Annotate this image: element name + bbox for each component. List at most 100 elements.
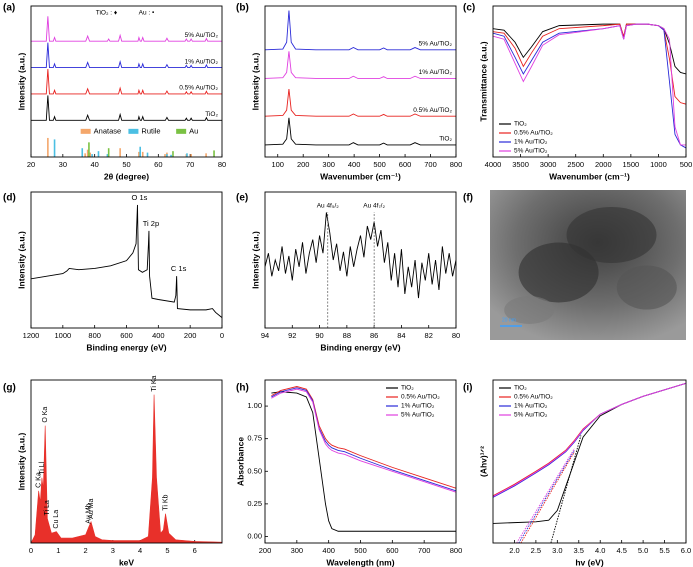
x-tick-label: 200: [297, 160, 310, 169]
plot-frame: [264, 191, 457, 329]
series-line: [271, 386, 456, 489]
plot-frame: [30, 5, 223, 158]
legend-label: 1% Au/TiO₂: [514, 139, 548, 146]
x-tick-label: 4.5: [616, 546, 626, 555]
legend-label: 1% Au/TiO₂: [514, 403, 548, 410]
x-tick-label: 92: [288, 331, 296, 340]
fit-line: [516, 448, 575, 544]
legend-label: 5% Au/TiO₂: [514, 148, 548, 155]
x-axis-title: 2θ (degree): [104, 171, 149, 181]
x-tick-label: 1: [56, 546, 60, 555]
x-tick-label: 6.0: [681, 546, 691, 555]
x-tick-label: 3.0: [552, 546, 562, 555]
panel-label: (d): [3, 193, 16, 204]
panel-label: (i): [463, 383, 472, 394]
x-tick-label: 700: [424, 160, 437, 169]
series-line: [31, 42, 222, 69]
series-line: [265, 51, 456, 79]
legend-label: TiO₂: [514, 121, 527, 128]
x-tick-label: 86: [370, 331, 378, 340]
legend-label: 5% Au/TiO₂: [514, 412, 548, 419]
y-axis-title: Intensity (a.u.): [250, 231, 260, 289]
x-tick-label: 600: [120, 331, 133, 340]
peak-label: C 1s: [171, 264, 187, 273]
series-label: 5% Au/TiO₂: [185, 32, 219, 39]
series-line: [31, 204, 222, 318]
particle: [518, 242, 599, 303]
x-tick-label: 4.0: [595, 546, 605, 555]
x-tick-label: 3: [111, 546, 115, 555]
fit-line: [518, 449, 575, 544]
x-axis-title: keV: [119, 557, 134, 567]
series-label: 1% Au/TiO₂: [419, 69, 453, 76]
x-tick-label: 1000: [650, 160, 667, 169]
series-line: [493, 382, 686, 497]
x-tick-label: 2: [83, 546, 87, 555]
x-axis-title: Wavelength (nm): [326, 557, 394, 567]
y-axis-title: Transmittance (a.u.): [478, 41, 488, 121]
series-line: [493, 23, 686, 146]
fit-line: [550, 435, 582, 544]
series-label: 0.5% Au/TiO₂: [179, 85, 218, 92]
plot-frame: [30, 191, 223, 329]
series-line: [31, 95, 222, 121]
panel-label: (f): [463, 193, 473, 204]
x-tick-label: 400: [348, 160, 361, 169]
series-line: [271, 387, 456, 492]
fit-line: [520, 451, 575, 544]
plot-frame: [264, 379, 457, 544]
x-tick-label: 5.5: [659, 546, 669, 555]
y-axis-title: Intensity (a.u.): [16, 231, 26, 289]
marker-key: Au : •: [139, 10, 155, 17]
x-tick-label: 500: [680, 160, 693, 169]
y-tick-label: 0.50: [247, 466, 262, 475]
x-tick-label: 400: [152, 331, 165, 340]
legend-label: 5% Au/TiO₂: [401, 412, 435, 419]
x-tick-label: 84: [397, 331, 405, 340]
legend-label: 1% Au/TiO₂: [401, 403, 435, 410]
x-tick-label: 6: [193, 546, 197, 555]
x-tick-label: 3500: [512, 160, 529, 169]
particle: [566, 207, 657, 263]
series-line: [271, 388, 456, 493]
peak-label: Ti La: [44, 500, 51, 515]
x-tick-label: 0: [220, 331, 224, 340]
x-tick-label: 1500: [623, 160, 640, 169]
peak-label: Au Mb: [86, 503, 93, 523]
series-label: TiO₂: [205, 111, 218, 118]
peak-label: Ti 2p: [143, 219, 159, 228]
panel-label: (b): [236, 3, 249, 14]
panel: (f) 20 nm: [463, 190, 686, 340]
particle: [504, 296, 555, 324]
legend-label: 0.5% Au/TiO₂: [514, 130, 553, 137]
peak-label: Ti Kb: [162, 494, 169, 510]
plot-frame: [264, 5, 457, 158]
series-line: [493, 23, 686, 105]
x-tick-label: 500: [373, 160, 386, 169]
panel: (i) 2.0 2.5 3.0 3.5 4.0 4.5 5.0 5.5 6.0 hv (eV) (Ah…: [463, 379, 691, 567]
peak-label: Au 4f₅/₂: [317, 203, 340, 210]
x-tick-label: 4: [138, 546, 142, 555]
y-tick-label: 0.75: [247, 434, 262, 443]
panel: (e) 94 92 90 88 86 84 82 80 Binding energy (eV) In…: [236, 191, 460, 352]
x-tick-label: 2.5: [531, 546, 541, 555]
series-line: [31, 69, 222, 95]
panel-label: (a): [3, 3, 15, 14]
scale-label: 20 nm: [502, 317, 516, 323]
x-tick-label: 80: [218, 160, 226, 169]
x-tick-label: 600: [386, 546, 399, 555]
x-axis-title: Binding energy (eV): [320, 342, 400, 352]
series-line: [265, 89, 456, 117]
peak-label: Au 4f₇/₂: [363, 203, 385, 210]
series-label: 1% Au/TiO₂: [185, 58, 219, 65]
panel: (b) 100 200 300 400 500 600 700 800 Wavenumber (c…: [236, 3, 462, 182]
legend-label: 0.5% Au/TiO₂: [401, 394, 440, 401]
x-axis-title: Wavenumber (cm⁻¹): [320, 171, 401, 181]
x-tick-label: 200: [259, 546, 272, 555]
x-tick-label: 90: [315, 331, 323, 340]
x-tick-label: 4000: [485, 160, 502, 169]
x-tick-label: 80: [452, 331, 460, 340]
x-tick-label: 800: [88, 331, 101, 340]
x-tick-label: 600: [399, 160, 412, 169]
